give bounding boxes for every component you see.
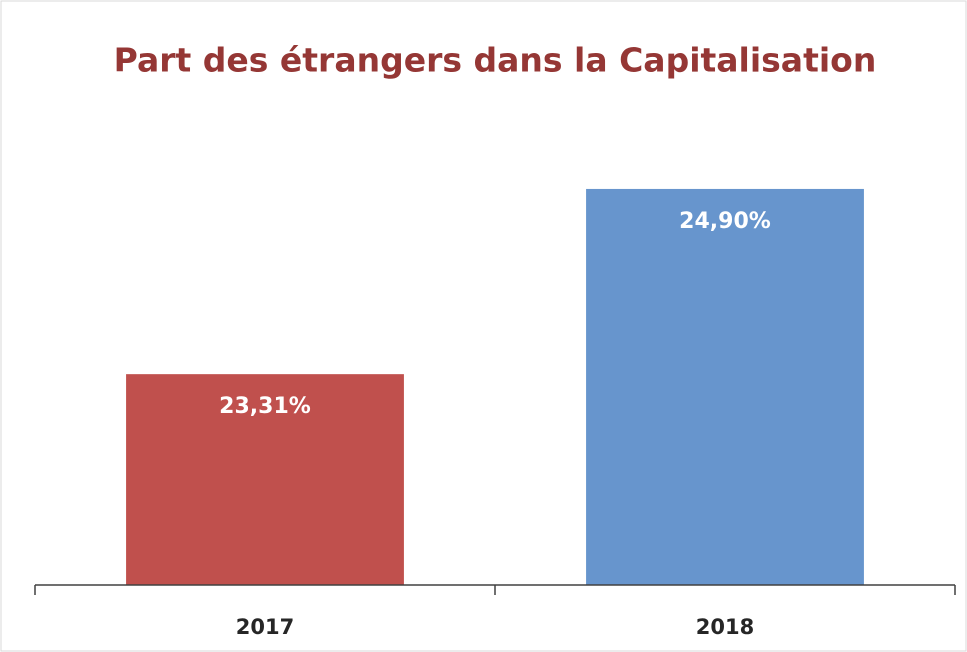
x-tick-label: 2017 [236,615,294,639]
bar [586,188,864,585]
chart-title: Part des étrangers dans la Capitalisatio… [114,41,877,80]
data-label: 23,31% [219,394,311,419]
data-label: 24,90% [679,209,771,234]
x-tick-label: 2018 [696,615,754,639]
bar [126,374,404,585]
